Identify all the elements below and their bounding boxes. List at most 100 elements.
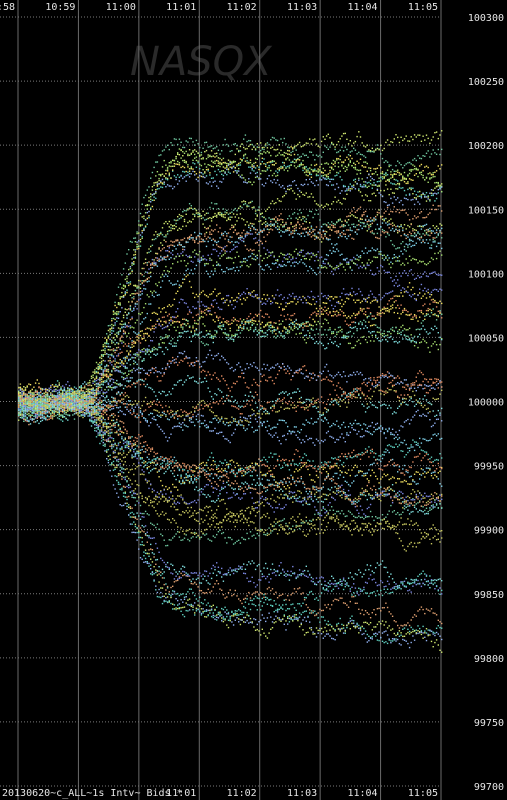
- bid-point: [368, 493, 370, 495]
- bid-point: [202, 240, 204, 243]
- bid-point: [202, 255, 204, 257]
- bid-point: [339, 329, 341, 332]
- bid-point: [419, 157, 421, 159]
- bid-point: [236, 296, 238, 299]
- bid-point: [363, 621, 365, 624]
- bid-point: [309, 253, 311, 255]
- bid-point: [100, 401, 103, 404]
- bid-point: [48, 387, 50, 389]
- bid-point: [238, 464, 240, 467]
- bid-point: [106, 333, 108, 335]
- bid-point: [437, 499, 439, 502]
- bid-point: [222, 469, 225, 472]
- bid-point: [282, 490, 284, 492]
- bid-point: [432, 631, 434, 633]
- bid-point: [51, 414, 54, 417]
- bid-point: [231, 496, 233, 499]
- bid-point: [119, 483, 121, 486]
- bid-point: [163, 149, 165, 151]
- bid-point: [400, 513, 402, 516]
- bid-point: [126, 324, 128, 327]
- bid-point: [138, 531, 140, 534]
- bid-point: [282, 166, 284, 168]
- bid-point: [347, 261, 350, 263]
- bid-point: [116, 421, 118, 423]
- bid-point: [366, 307, 368, 309]
- bid-point: [139, 473, 142, 476]
- bid-point: [398, 295, 401, 297]
- bid-point: [287, 253, 289, 255]
- bid-point: [53, 389, 55, 391]
- bid-point: [214, 215, 216, 217]
- bid-point: [275, 302, 277, 304]
- bid-point: [141, 512, 143, 515]
- bid-point: [349, 266, 351, 268]
- bid-point: [268, 376, 270, 379]
- bid-point: [283, 614, 285, 616]
- bid-point: [319, 629, 321, 632]
- bid-point: [282, 608, 284, 610]
- bid-point: [364, 474, 367, 477]
- bid-point: [358, 299, 360, 301]
- bid-point: [141, 473, 143, 475]
- bid-point: [407, 233, 409, 236]
- bid-point: [141, 330, 143, 332]
- bid-point: [324, 258, 326, 260]
- bid-point: [119, 473, 121, 475]
- bid-point: [270, 228, 272, 230]
- bid-point: [200, 238, 203, 240]
- bid-point: [249, 531, 252, 533]
- bid-point: [270, 321, 272, 323]
- bid-point: [312, 372, 314, 374]
- bid-point: [320, 495, 323, 498]
- bid-point: [380, 264, 382, 267]
- bid-point: [187, 538, 189, 541]
- bid-point: [309, 519, 311, 522]
- bid-point: [400, 275, 402, 277]
- bid-point: [192, 591, 194, 594]
- bid-point: [261, 148, 263, 150]
- bid-point: [344, 146, 346, 148]
- bid-point: [337, 622, 340, 625]
- bid-point: [385, 490, 387, 492]
- bid-point: [415, 315, 417, 317]
- bid-point: [369, 510, 372, 513]
- bid-point: [439, 635, 441, 637]
- bid-point: [268, 316, 270, 318]
- bid-point: [341, 388, 343, 390]
- bid-point: [260, 482, 262, 484]
- bid-point: [273, 225, 275, 227]
- bid-point: [287, 484, 289, 487]
- bid-point: [317, 375, 319, 377]
- bid-point: [388, 478, 390, 481]
- bid-point: [129, 325, 132, 327]
- bid-point: [324, 508, 326, 510]
- bid-point: [84, 387, 86, 389]
- bid-point: [116, 475, 118, 478]
- bid-point: [156, 471, 159, 473]
- bid-point: [278, 503, 280, 506]
- bid-point: [319, 466, 321, 468]
- bid-point: [202, 493, 204, 495]
- bid-point: [119, 362, 121, 364]
- bid-point: [151, 468, 154, 471]
- bid-point: [107, 375, 110, 377]
- bid-point: [322, 378, 324, 380]
- bid-point: [178, 148, 181, 150]
- bid-point: [153, 489, 155, 492]
- bid-point: [393, 639, 395, 641]
- bid-point: [314, 506, 316, 508]
- bid-point: [325, 462, 328, 464]
- bid-point: [177, 508, 179, 511]
- bid-point: [28, 398, 30, 401]
- bid-point: [148, 514, 150, 516]
- bid-point: [122, 333, 125, 335]
- bid-point: [287, 617, 289, 619]
- bid-point: [192, 141, 194, 143]
- bid-point: [136, 333, 138, 335]
- bid-point: [349, 498, 351, 501]
- bid-point: [153, 573, 155, 575]
- bid-point: [226, 615, 228, 618]
- bid-point: [354, 391, 357, 393]
- bid-point: [221, 468, 223, 470]
